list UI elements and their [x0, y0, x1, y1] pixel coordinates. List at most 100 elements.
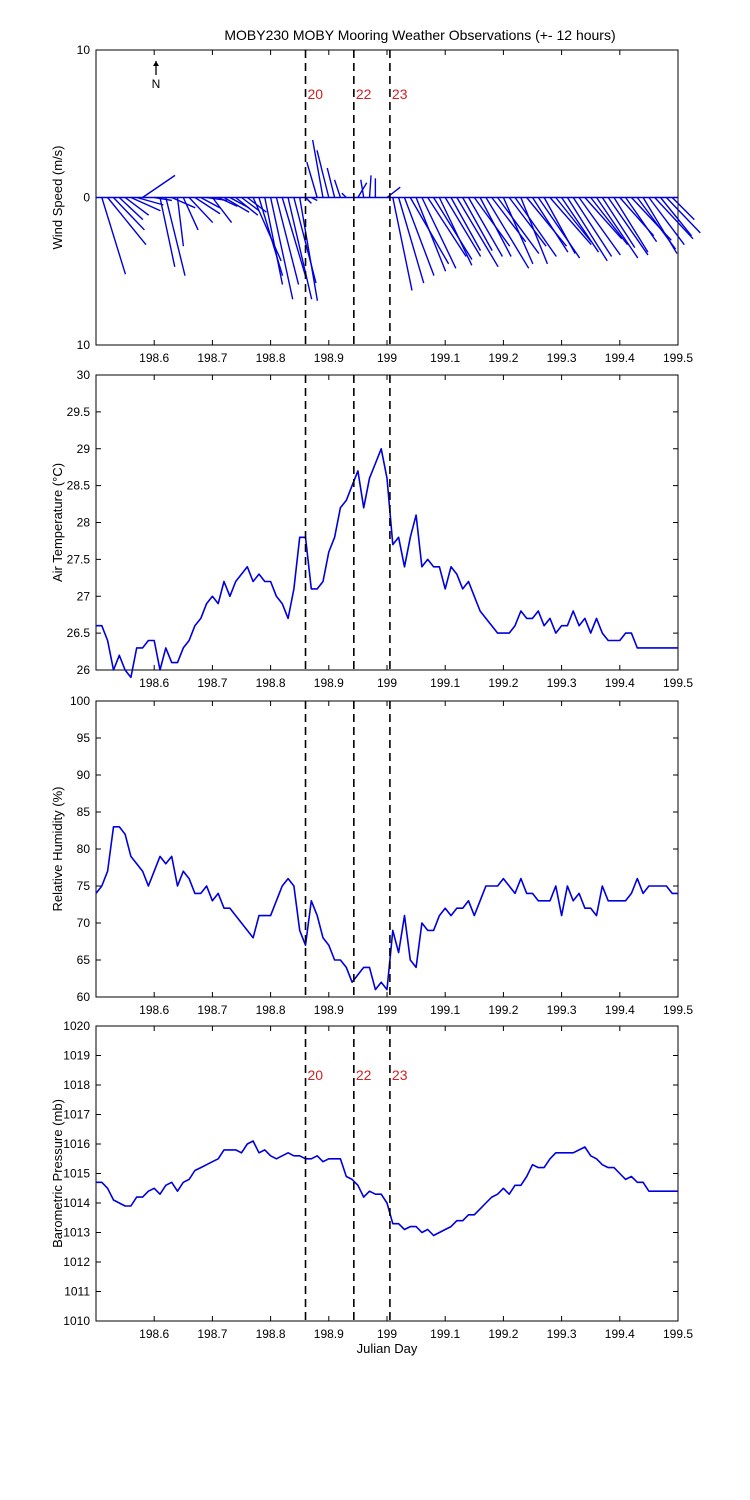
- y-tick-label-wind: 0: [83, 191, 90, 205]
- wind-stick: [124, 196, 150, 216]
- wind-stick: [607, 197, 649, 256]
- x-tick-label-humidity: 199.4: [605, 1003, 635, 1017]
- y-tick-label-pressure: 1019: [63, 1049, 90, 1063]
- x-tick-label-humidity: 199.3: [547, 1003, 577, 1017]
- x-tick-label-pressure: 198.6: [139, 1327, 169, 1341]
- x-tick-label-pressure: 198.9: [314, 1327, 344, 1341]
- north-arrow-head-icon: [153, 61, 159, 66]
- x-tick-label-humidity: 198.9: [314, 1003, 344, 1017]
- y-tick-label-airtemp: 27: [77, 589, 91, 603]
- wind-stick: [572, 197, 613, 257]
- wind-stick: [479, 197, 512, 257]
- wind-stick: [360, 179, 365, 198]
- wind-stick: [601, 197, 636, 249]
- x-tick-label-airtemp: 198.9: [314, 676, 344, 690]
- event-label-20: 20: [308, 1067, 324, 1083]
- x-tick-label-humidity: 199.5: [663, 1003, 693, 1017]
- wind-stick: [264, 197, 284, 285]
- wind-stick: [578, 197, 621, 256]
- y-tick-label-humidity: 65: [77, 953, 91, 967]
- wind-stick: [176, 197, 185, 247]
- y-axis-label-wind: Wind Speed (m/s): [50, 145, 65, 249]
- y-tick-label-pressure: 1011: [64, 1285, 90, 1299]
- wind-stick: [368, 175, 372, 198]
- wind-stick: [432, 197, 473, 260]
- x-tick-label-airtemp: 198.8: [256, 676, 286, 690]
- x-tick-label-wind: 199.5: [663, 351, 693, 365]
- wind-stick: [427, 197, 467, 257]
- wind-stick: [456, 197, 499, 268]
- wind-stick: [520, 197, 549, 265]
- x-tick-label-humidity: 199.1: [430, 1003, 460, 1017]
- wind-stick: [165, 197, 186, 276]
- wind-stick: [211, 197, 233, 224]
- plot-frame-pressure: [95, 1025, 679, 1322]
- plot-frame-airtemp: [95, 374, 679, 671]
- wind-stick: [281, 197, 307, 278]
- y-tick-label-humidity: 80: [77, 842, 91, 856]
- x-tick-label-pressure: 199.2: [488, 1327, 518, 1341]
- wind-stick: [305, 197, 312, 204]
- x-tick-label-airtemp: 199.1: [430, 676, 460, 690]
- wind-stick: [584, 197, 623, 240]
- wind-stick: [241, 196, 260, 212]
- x-tick-label-airtemp: 198.7: [197, 676, 227, 690]
- chart-title: MOBY230 MOBY Mooring Weather Observation…: [224, 27, 615, 43]
- wind-stick: [171, 196, 196, 209]
- wind-stick: [497, 197, 540, 254]
- wind-stick: [450, 197, 482, 251]
- wind-stick: [648, 197, 685, 246]
- wind-stick: [502, 197, 534, 265]
- series-line-humidity: [95, 826, 678, 991]
- y-tick-label-airtemp: 27.5: [67, 552, 91, 566]
- x-tick-label-pressure: 199.3: [547, 1327, 577, 1341]
- x-tick-label-airtemp: 199.2: [488, 676, 518, 690]
- x-tick-label-wind: 198.9: [314, 351, 344, 365]
- x-tick-label-pressure: 199.5: [663, 1327, 693, 1341]
- y-tick-label-pressure: 1010: [63, 1314, 90, 1328]
- y-tick-label-airtemp: 29.5: [67, 405, 91, 419]
- x-tick-label-airtemp: 199: [377, 676, 397, 690]
- wind-stick: [275, 197, 300, 285]
- wind-stick: [392, 197, 413, 291]
- wind-stick: [403, 197, 435, 276]
- wind-stick: [438, 197, 473, 266]
- x-tick-label-humidity: 198.8: [256, 1003, 286, 1017]
- wind-stick: [549, 197, 592, 246]
- y-tick-label-airtemp: 26: [77, 663, 91, 677]
- x-tick-label-wind: 199.3: [547, 351, 577, 365]
- x-tick-label-pressure: 198.8: [256, 1327, 286, 1341]
- wind-stick: [154, 196, 173, 202]
- wind-stick: [130, 196, 161, 212]
- series-line-airtemp: [96, 448, 678, 679]
- event-label-23: 23: [392, 86, 408, 102]
- north-label: N: [152, 77, 161, 91]
- y-tick-label-humidity: 75: [77, 879, 91, 893]
- y-tick-label-pressure: 1014: [63, 1196, 90, 1210]
- wind-stick: [415, 197, 447, 272]
- y-tick-label-humidity: 90: [77, 768, 91, 782]
- x-axis-label: Julian Day: [357, 1341, 418, 1356]
- wind-stick: [526, 197, 568, 247]
- plot-frame-humidity: [95, 700, 679, 998]
- event-label-20: 20: [308, 86, 324, 102]
- x-tick-label-wind: 199.2: [488, 351, 518, 365]
- wind-stick: [671, 197, 695, 221]
- wind-stick: [595, 197, 639, 259]
- panel-humidity: 198.6 198.7 198.8 198.9 199 199.1 199.2 199.3 19…: [50, 694, 693, 1017]
- wind-stick: [194, 196, 221, 215]
- event-label-22: 22: [356, 1067, 372, 1083]
- wind-stick: [311, 196, 318, 202]
- wind-stick: [223, 196, 250, 213]
- wind-stick: [235, 196, 259, 216]
- y-tick-label-wind: 10: [77, 43, 91, 57]
- wind-stick: [182, 197, 199, 231]
- wind-stick: [473, 197, 511, 247]
- y-axis-label-airtemp: Air Temperature (°C): [50, 463, 65, 582]
- y-tick-label-humidity: 60: [77, 990, 91, 1004]
- wind-stick: [561, 197, 600, 253]
- series-line-pressure: [96, 1140, 678, 1237]
- y-tick-label-humidity: 70: [77, 916, 91, 930]
- x-tick-label-humidity: 199: [377, 1003, 397, 1017]
- x-tick-label-pressure: 198.7: [197, 1327, 227, 1341]
